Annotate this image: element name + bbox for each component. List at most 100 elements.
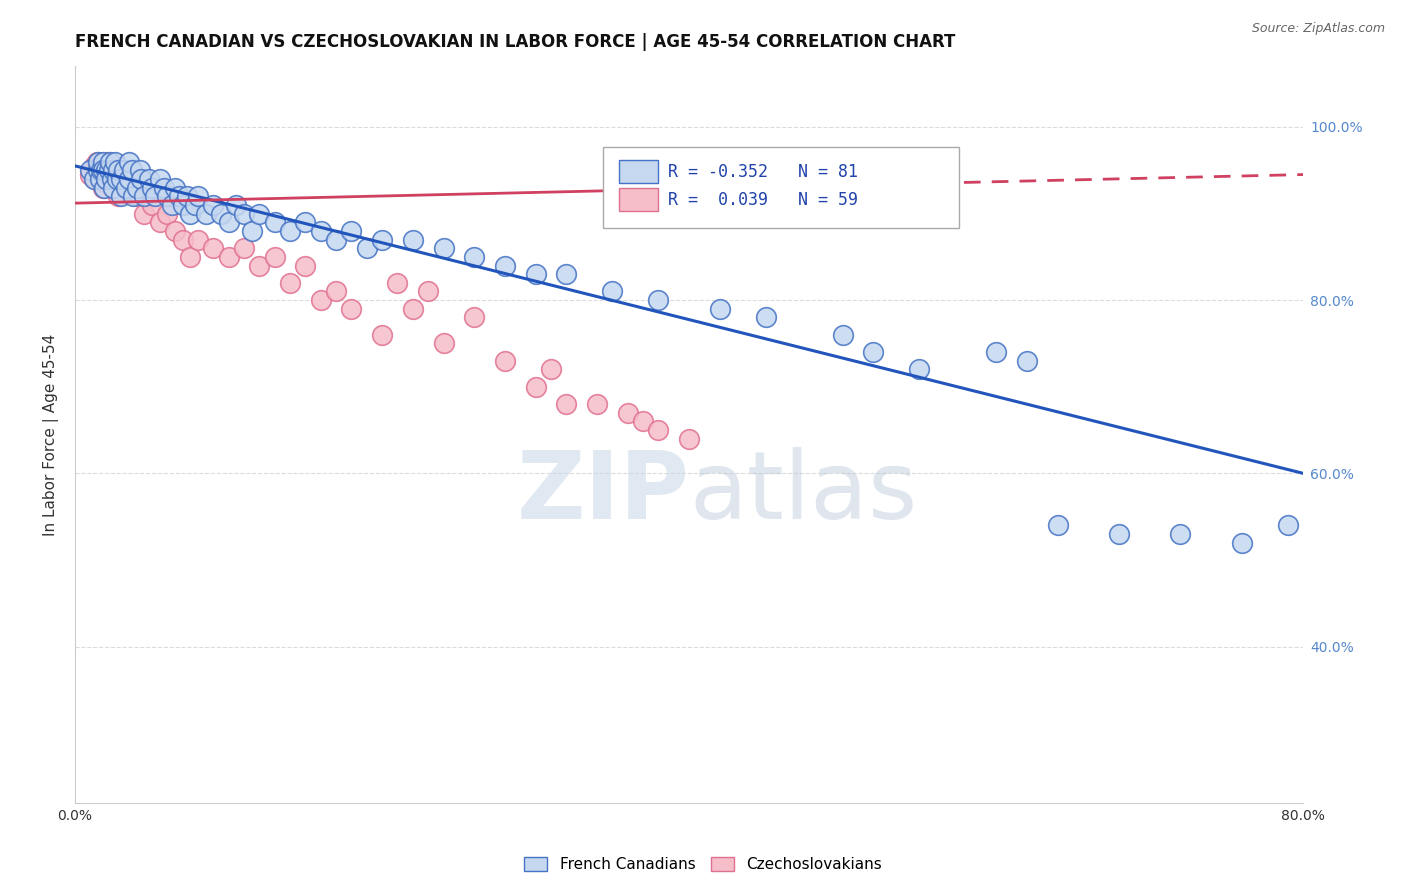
Point xyxy=(555,267,578,281)
Point xyxy=(138,172,160,186)
Point xyxy=(91,154,114,169)
Point xyxy=(121,172,143,186)
Point xyxy=(107,189,129,203)
Y-axis label: In Labor Force | Age 45-54: In Labor Force | Age 45-54 xyxy=(44,334,59,535)
FancyBboxPatch shape xyxy=(619,160,658,184)
Point xyxy=(93,163,115,178)
Point xyxy=(1015,353,1038,368)
Point xyxy=(1108,527,1130,541)
Point xyxy=(172,198,194,212)
Point xyxy=(94,163,117,178)
Point xyxy=(325,285,347,299)
Point xyxy=(494,259,516,273)
Point xyxy=(104,154,127,169)
Point xyxy=(247,259,270,273)
Point xyxy=(112,163,135,178)
Legend: French Canadians, Czechoslovakians: French Canadians, Czechoslovakians xyxy=(517,849,889,880)
Text: R = -0.352   N = 81: R = -0.352 N = 81 xyxy=(668,162,858,180)
Point xyxy=(463,250,485,264)
Point xyxy=(540,362,562,376)
Point xyxy=(1170,527,1192,541)
Text: ZIP: ZIP xyxy=(516,447,689,540)
Point xyxy=(631,414,654,428)
Point xyxy=(83,159,105,173)
Point xyxy=(83,172,105,186)
Point xyxy=(432,241,454,255)
Point xyxy=(86,154,108,169)
Point xyxy=(110,172,132,186)
Point xyxy=(153,180,176,194)
Point xyxy=(225,198,247,212)
Point xyxy=(143,189,166,203)
Point xyxy=(105,172,128,186)
Point xyxy=(202,198,225,212)
Point xyxy=(524,267,547,281)
Point xyxy=(202,241,225,255)
Point xyxy=(647,423,669,437)
Point xyxy=(1277,518,1299,533)
Point xyxy=(91,180,114,194)
Point xyxy=(371,327,394,342)
Point xyxy=(418,285,440,299)
Point xyxy=(87,163,110,178)
Point xyxy=(294,259,316,273)
Point xyxy=(97,163,120,178)
Point xyxy=(247,206,270,220)
Point xyxy=(402,301,425,316)
Point xyxy=(105,168,128,182)
Point xyxy=(233,206,256,220)
Point xyxy=(218,215,240,229)
Point xyxy=(103,180,125,194)
Point xyxy=(90,163,112,178)
Point xyxy=(79,163,101,178)
Point xyxy=(114,180,136,194)
Point xyxy=(163,224,186,238)
Point xyxy=(90,159,112,173)
Point xyxy=(148,215,170,229)
Point xyxy=(309,224,332,238)
Point xyxy=(118,154,141,169)
Point xyxy=(647,293,669,307)
Point xyxy=(263,250,285,264)
Point xyxy=(100,163,122,178)
Point xyxy=(755,310,778,325)
Point xyxy=(194,206,217,220)
Point xyxy=(278,224,301,238)
Point xyxy=(209,206,232,220)
Point xyxy=(278,276,301,290)
Point xyxy=(1230,535,1253,549)
Point xyxy=(94,176,117,190)
Point xyxy=(134,206,156,220)
Point xyxy=(555,397,578,411)
Point xyxy=(263,215,285,229)
Point xyxy=(356,241,378,255)
Point xyxy=(96,154,118,169)
Point xyxy=(524,380,547,394)
Point xyxy=(340,224,363,238)
Point xyxy=(79,168,101,182)
Point xyxy=(309,293,332,307)
FancyBboxPatch shape xyxy=(619,187,658,211)
Text: R =  0.039   N = 59: R = 0.039 N = 59 xyxy=(668,191,858,209)
Point xyxy=(84,172,107,186)
Point xyxy=(122,189,145,203)
Point xyxy=(218,250,240,264)
Point xyxy=(101,180,124,194)
Point xyxy=(176,189,198,203)
Point xyxy=(986,345,1008,359)
Point xyxy=(125,189,148,203)
Point xyxy=(93,180,115,194)
Point xyxy=(179,206,201,220)
Point xyxy=(617,406,640,420)
Point xyxy=(831,327,853,342)
Point xyxy=(402,233,425,247)
Point xyxy=(141,180,163,194)
Point xyxy=(104,172,127,186)
Point xyxy=(340,301,363,316)
Point xyxy=(125,180,148,194)
Point xyxy=(172,233,194,247)
Point xyxy=(387,276,409,290)
Point xyxy=(101,172,124,186)
Point xyxy=(134,189,156,203)
Point xyxy=(89,172,111,186)
